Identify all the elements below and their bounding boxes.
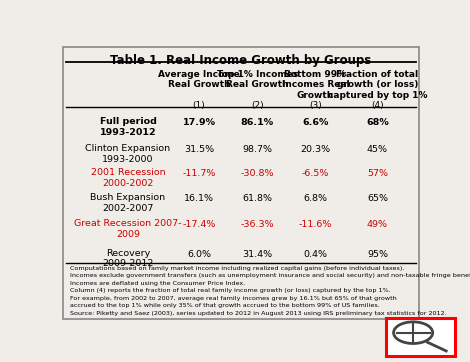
Text: (1): (1) <box>193 101 205 110</box>
Text: 20.3%: 20.3% <box>300 145 330 154</box>
Text: Average Income
Real Growth: Average Income Real Growth <box>158 70 240 89</box>
Text: Great Recession 2007-: Great Recession 2007- <box>74 219 182 228</box>
Text: 45%: 45% <box>367 145 388 154</box>
Text: 98.7%: 98.7% <box>242 145 272 154</box>
Text: -36.3%: -36.3% <box>241 220 274 229</box>
Text: 0.4%: 0.4% <box>304 250 328 259</box>
FancyBboxPatch shape <box>386 318 455 356</box>
Text: Source: Piketty and Saez (2003), series updated to 2012 in August 2013 using IRS: Source: Piketty and Saez (2003), series … <box>70 311 446 316</box>
Text: Computations based on family market income including realized capital gains (bef: Computations based on family market inco… <box>70 266 404 271</box>
Text: 57%: 57% <box>367 169 388 178</box>
Text: Recovery: Recovery <box>106 249 150 258</box>
Text: -17.4%: -17.4% <box>182 220 216 229</box>
Text: Top 1% Incomes
Real Growth: Top 1% Incomes Real Growth <box>217 70 298 89</box>
Text: (4): (4) <box>371 101 384 110</box>
Text: 2009: 2009 <box>116 230 140 239</box>
Text: 6.0%: 6.0% <box>187 250 211 259</box>
Text: 6.6%: 6.6% <box>302 118 329 127</box>
Text: -6.5%: -6.5% <box>302 169 329 178</box>
Text: 49%: 49% <box>367 220 388 229</box>
Text: 31.5%: 31.5% <box>184 145 214 154</box>
Text: 31.4%: 31.4% <box>242 250 272 259</box>
Text: Fraction of total
growth (or loss)
captured by top 1%: Fraction of total growth (or loss) captu… <box>328 70 427 100</box>
Text: -11.6%: -11.6% <box>299 220 332 229</box>
Text: 17.9%: 17.9% <box>182 118 215 127</box>
Text: 68%: 68% <box>366 118 389 127</box>
Text: 1993-2000: 1993-2000 <box>102 155 154 164</box>
Text: Full period: Full period <box>100 117 157 126</box>
Text: (3): (3) <box>309 101 322 110</box>
Text: 86.1%: 86.1% <box>241 118 274 127</box>
Text: accrued to the top 1% while only 35% of that growth accrued to the bottom 99% of: accrued to the top 1% while only 35% of … <box>70 303 379 308</box>
Text: 16.1%: 16.1% <box>184 194 214 203</box>
Text: 65%: 65% <box>367 194 388 203</box>
Text: (2): (2) <box>251 101 264 110</box>
Text: 61.8%: 61.8% <box>242 194 272 203</box>
Text: -11.7%: -11.7% <box>182 169 216 178</box>
Text: For example, from 2002 to 2007, average real family incomes grew by 16.1% but 65: For example, from 2002 to 2007, average … <box>70 296 396 301</box>
Text: 1993-2012: 1993-2012 <box>100 128 156 137</box>
Text: Bottom 99%
Incomes Real
Growth: Bottom 99% Incomes Real Growth <box>282 70 349 100</box>
Text: 6.8%: 6.8% <box>304 194 328 203</box>
Text: Table 1. Real Income Growth by Groups: Table 1. Real Income Growth by Groups <box>110 54 371 67</box>
FancyBboxPatch shape <box>63 47 419 319</box>
Text: -30.8%: -30.8% <box>241 169 274 178</box>
Text: Incomes exclude government transfers (such as unemployment insurance and social : Incomes exclude government transfers (su… <box>70 273 470 278</box>
Text: 2001 Recession: 2001 Recession <box>91 168 165 177</box>
Text: 2000-2002: 2000-2002 <box>102 178 154 188</box>
Text: Column (4) reports the fraction of total real family income growth (or loss) cap: Column (4) reports the fraction of total… <box>70 288 391 293</box>
Text: 95%: 95% <box>367 250 388 259</box>
Text: Clinton Expansion: Clinton Expansion <box>86 144 171 153</box>
Text: Incomes are deflated using the Consumer Price Index.: Incomes are deflated using the Consumer … <box>70 281 245 286</box>
Text: Bush Expansion: Bush Expansion <box>90 193 165 202</box>
Text: 2002-2007: 2002-2007 <box>102 204 154 213</box>
Text: 2009-2012: 2009-2012 <box>102 260 154 269</box>
